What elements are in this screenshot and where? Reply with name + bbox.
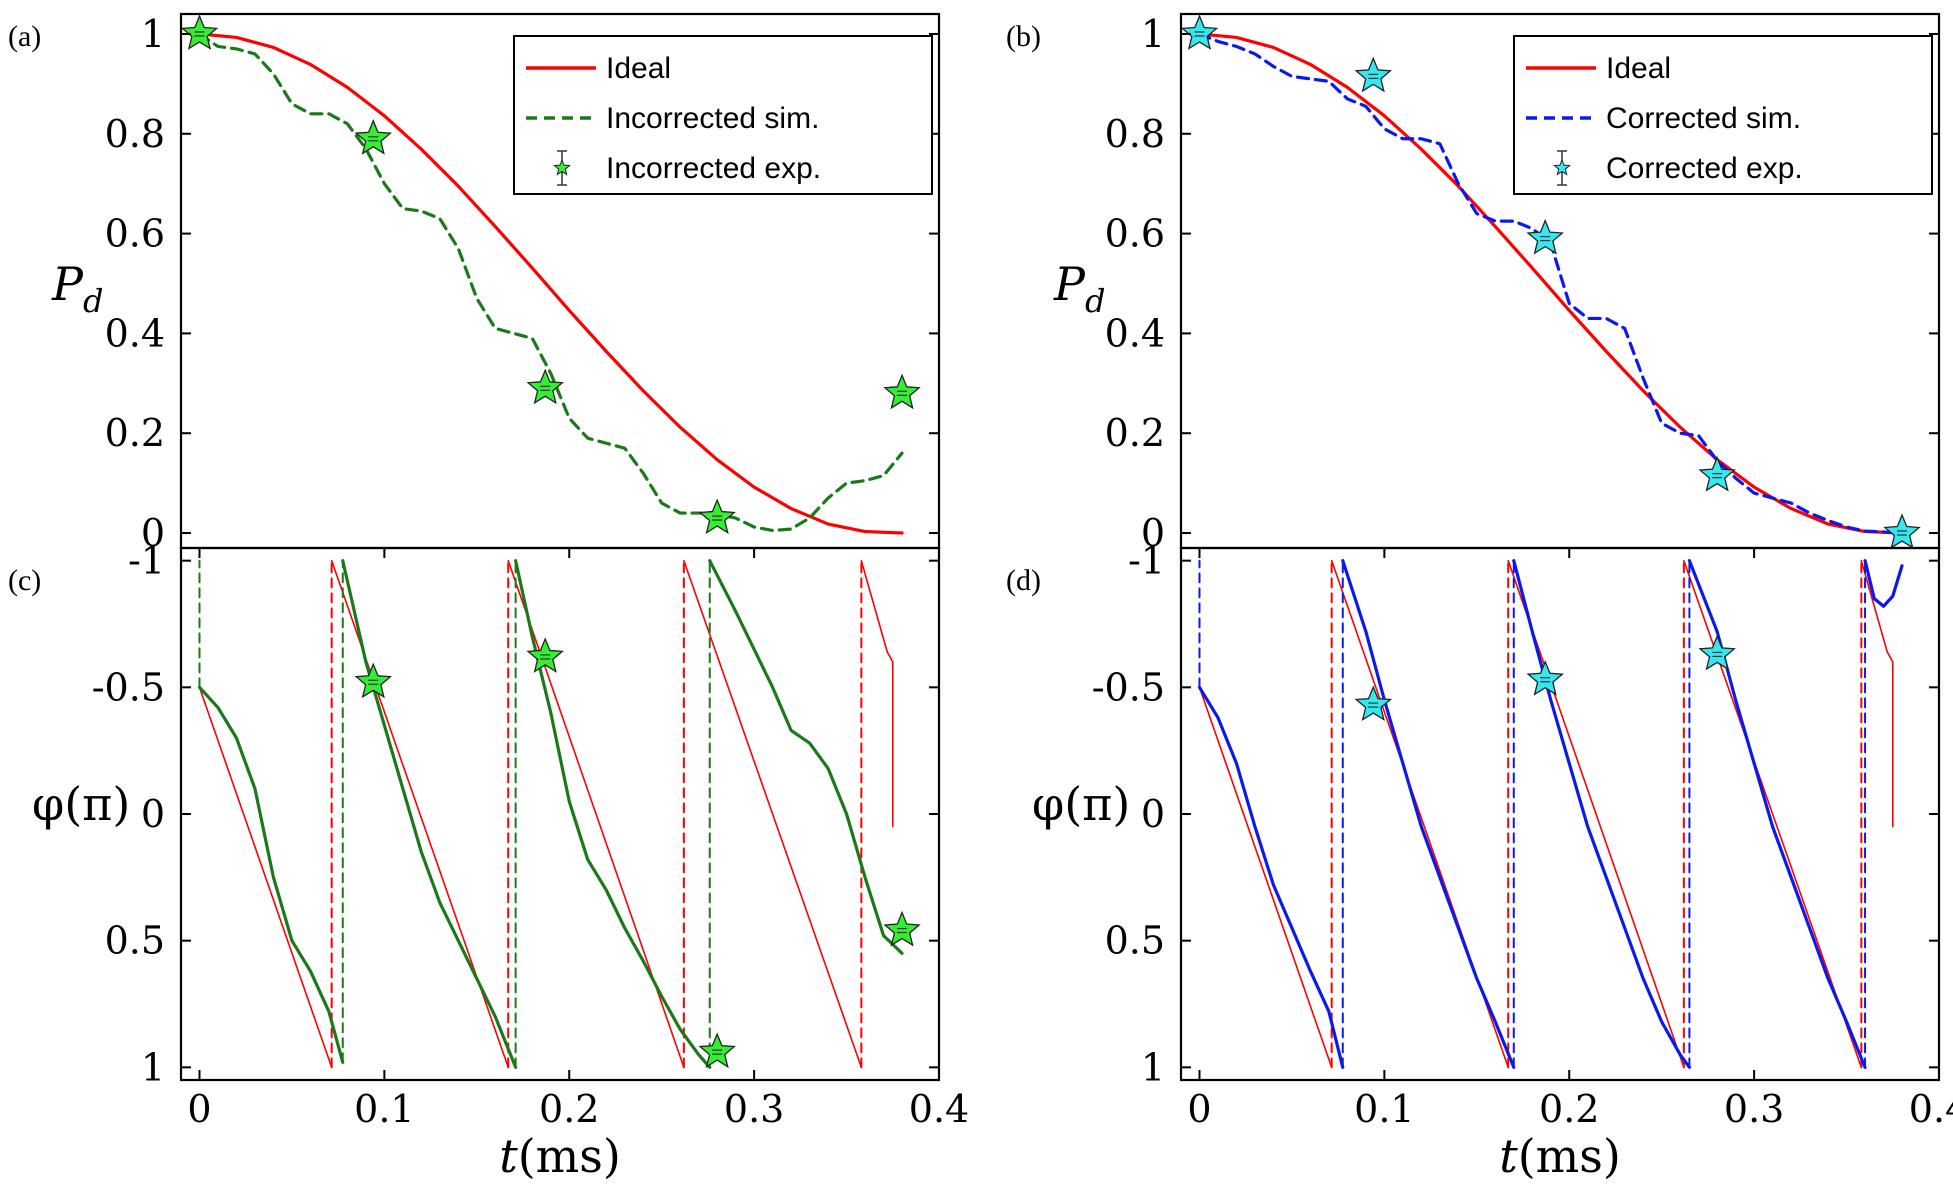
y-tick-label: 0.2 [105, 411, 165, 455]
ideal-line [198, 559, 894, 1069]
x-tick-label: 0 [1187, 1087, 1211, 1131]
y-tick-label: 0.2 [1105, 411, 1165, 455]
y-axis-label: Pd [1053, 257, 1105, 320]
y-tick-label: 0.5 [1105, 919, 1165, 963]
corrected-jump-line [1198, 559, 1867, 1069]
plot-area [197, 32, 904, 535]
y-tick-label: 0 [1141, 792, 1165, 836]
legend-star-marker [553, 158, 571, 176]
x-tick-label: 0.4 [909, 1087, 969, 1131]
y-tick-label: -1 [128, 539, 165, 583]
legend-entry-label: Incorrected exp. [606, 152, 821, 185]
y-tick-label: 0 [141, 511, 165, 555]
y-tick-label: 0.8 [105, 112, 165, 156]
panel-label: (d) [1006, 564, 1041, 597]
plot-area [1197, 559, 1904, 1069]
legend-box [1513, 35, 1933, 195]
y-tick-label: 0 [1141, 511, 1165, 555]
legend-entry-label: Incorrected sim. [606, 102, 819, 135]
incorrected-sim-line [197, 559, 904, 1069]
y-tick-label: 0.6 [105, 212, 165, 256]
legend-entry-label: Corrected exp. [1606, 152, 1803, 185]
y-tick-label: 0.5 [105, 919, 165, 963]
panel-a: 0 0.2 0.4 0.6 0.8 1 (a) Pd Ideal Incorrected sim.… [8, 12, 941, 555]
panel-c: -1-0.500.510 0.1 0.2 0.3 0.4(c)φ(π)t(ms) [8, 539, 969, 1183]
ideal-line [197, 32, 904, 535]
x-axis-label-unit: (ms) [518, 1129, 621, 1183]
y-tick-label: 0.4 [1105, 311, 1165, 355]
legend-entry-label: Ideal [1606, 52, 1671, 85]
y-tick-label: 0.6 [1105, 212, 1165, 256]
y-axis-label: Pd [51, 257, 103, 320]
legend-entry-label: Corrected sim. [1606, 102, 1801, 135]
y-axis-label: φ(π) [32, 777, 130, 831]
axes-frame [1179, 546, 1941, 1082]
y-tick-label: 1 [141, 12, 165, 56]
y-tick-label: 0 [141, 792, 165, 836]
axes-frame [179, 546, 941, 1082]
x-axis-label-unit: (ms) [1518, 1129, 1621, 1183]
y-axis-label: φ(π) [1032, 777, 1130, 831]
panel-label: (c) [8, 564, 41, 597]
ideal-line [1197, 32, 1904, 535]
incorrected-sim-line [197, 32, 904, 533]
x-tick-label: 0.4 [1909, 1087, 1953, 1131]
legend-box [513, 35, 933, 195]
x-tick-label: 0.3 [1724, 1087, 1784, 1131]
y-tick-label: 1 [1141, 1045, 1165, 1089]
x-tick-label: 0.1 [1354, 1087, 1414, 1131]
legend-star-marker [1553, 158, 1571, 176]
legend-entry-label: Ideal [606, 52, 671, 85]
y-tick-label: 0.8 [1105, 112, 1165, 156]
y-tick-label: 1 [1141, 12, 1165, 56]
x-axis-label: t(ms) [499, 1129, 621, 1183]
x-tick-label: 0.3 [724, 1087, 784, 1131]
ideal-line [1198, 559, 1894, 1069]
x-tick-label: 0 [187, 1087, 211, 1131]
y-tick-label: 0.4 [105, 311, 165, 355]
x-axis-label-variable: t [1499, 1129, 1518, 1183]
corrected-sim-line [1197, 559, 1904, 1069]
x-tick-label: 0.2 [539, 1087, 599, 1131]
panel-label: (b) [1006, 20, 1041, 53]
plot-area [197, 559, 904, 1069]
y-axis-label-subscript: d [83, 282, 103, 320]
y-tick-label: -0.5 [92, 665, 165, 709]
panel-label: (a) [8, 20, 41, 53]
x-tick-label: 0.1 [354, 1087, 414, 1131]
incorrected-jump-line [198, 559, 711, 1069]
y-tick-label: -1 [1128, 539, 1165, 583]
x-axis-label-variable: t [499, 1129, 518, 1183]
panel-b: 0 0.2 0.4 0.6 0.8 1 (b) Pd Ideal Corrected sim. Co… [1006, 12, 1941, 555]
y-tick-label: 1 [141, 1045, 165, 1089]
x-axis-label: t(ms) [1499, 1129, 1621, 1183]
x-tick-label: 0.2 [1539, 1087, 1599, 1131]
y-tick-label: -0.5 [1092, 665, 1165, 709]
y-axis-label-subscript: d [1085, 282, 1105, 320]
